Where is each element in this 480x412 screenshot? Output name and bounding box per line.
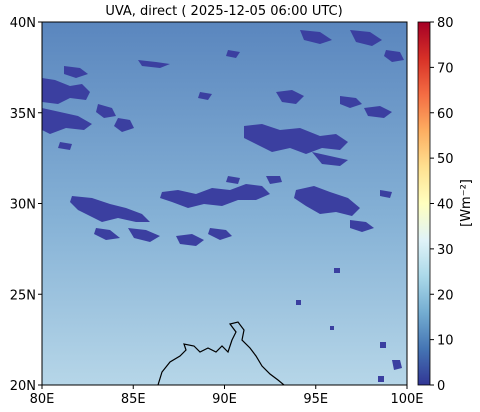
y-tick-label: 30N <box>10 198 36 213</box>
longitude-axis: 80E 85E 90E 95E 100E <box>30 385 424 407</box>
colorbar-tick-label: 60 <box>437 107 454 122</box>
low-value-regions <box>42 30 404 382</box>
x-tick-label: 85E <box>121 392 146 407</box>
coastline <box>157 321 285 385</box>
y-tick-label: 35N <box>10 107 36 122</box>
colorbar-label: [Wm⁻²] <box>459 179 474 227</box>
colorbar-tick-label: 0 <box>437 379 445 394</box>
map-area <box>42 22 407 385</box>
colorbar-tick-label: 20 <box>437 288 454 303</box>
colorbar-gradient <box>417 21 431 386</box>
colorbar-ticks: 0 10 20 30 40 50 60 70 80 <box>430 16 454 394</box>
colorbar-tick-label: 40 <box>437 198 454 213</box>
x-tick-label: 100E <box>390 392 423 407</box>
y-tick-label: 40N <box>10 16 36 31</box>
colorbar: 0 10 20 30 40 50 60 70 80 [Wm⁻²] <box>417 16 474 394</box>
map-title: UVA, direct ( 2025-12-05 06:00 UTC) <box>105 4 342 19</box>
colorbar-tick-label: 70 <box>437 61 454 76</box>
x-tick-label: 90E <box>212 392 237 407</box>
colorbar-tick-label: 10 <box>437 334 454 349</box>
y-tick-label: 20N <box>10 379 36 394</box>
x-tick-label: 80E <box>30 392 55 407</box>
latitude-axis: 20N 25N 30N 35N 40N <box>10 16 42 394</box>
colorbar-tick-label: 50 <box>437 152 454 167</box>
y-tick-label: 25N <box>10 288 36 303</box>
x-tick-label: 95E <box>303 392 328 407</box>
colorbar-tick-label: 80 <box>437 16 454 31</box>
colorbar-tick-label: 30 <box>437 243 454 258</box>
